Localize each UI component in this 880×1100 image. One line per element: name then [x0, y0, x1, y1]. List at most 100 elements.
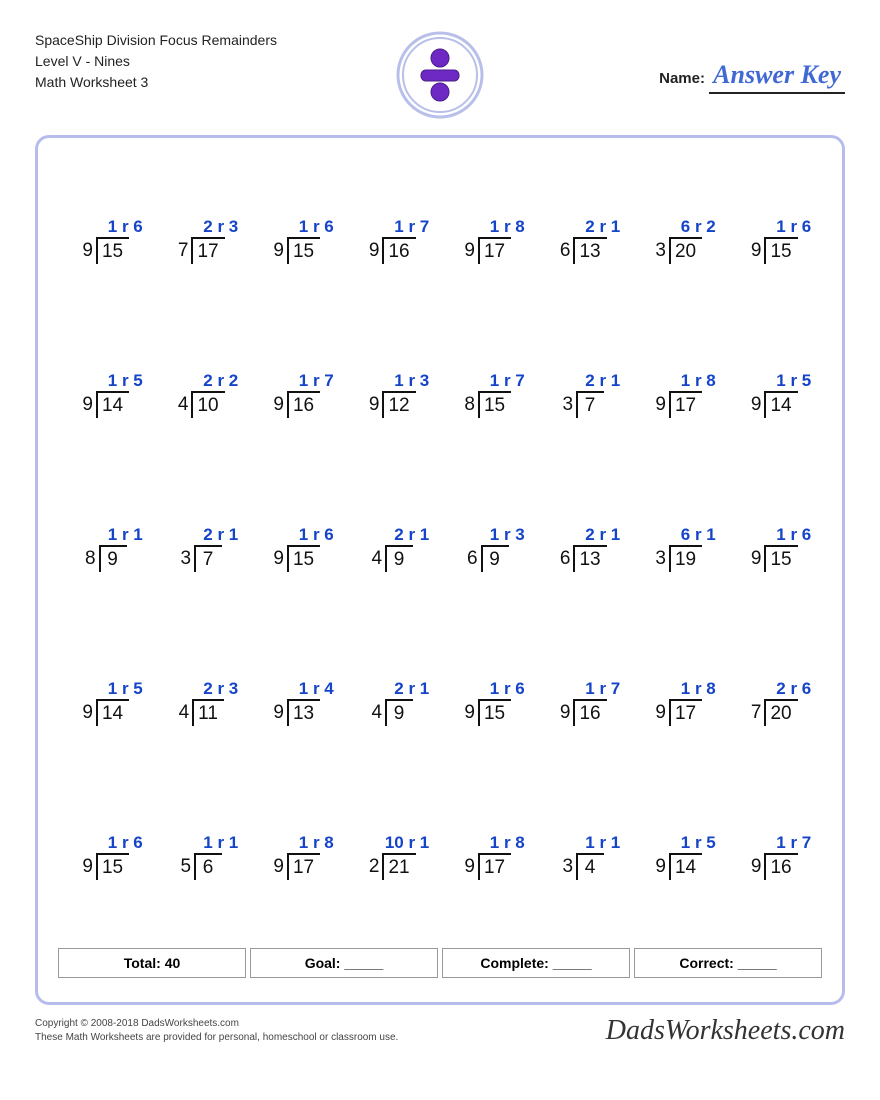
divisor: 7: [751, 699, 765, 724]
answer: 1 r 5: [640, 833, 718, 853]
copyright-line-1: Copyright © 2008-2018 DadsWorksheets.com: [35, 1017, 398, 1031]
division-row: 49: [371, 699, 413, 726]
title-line-3: Math Worksheet 3: [35, 72, 335, 93]
dividend: 16: [382, 237, 415, 264]
division-problem: 1 r 4913: [252, 679, 342, 726]
answer: 1 r 5: [735, 371, 813, 391]
divisor: 9: [751, 853, 765, 878]
divisor: 9: [82, 237, 96, 262]
divisor: 8: [464, 391, 478, 416]
division-row: 89: [85, 545, 127, 572]
copyright: Copyright © 2008-2018 DadsWorksheets.com…: [35, 1017, 398, 1045]
dividend: 21: [382, 853, 415, 880]
division-row: 613: [560, 545, 607, 572]
dividend: 17: [478, 853, 511, 880]
division-problem: 1 r 5914: [61, 679, 151, 726]
dividend: 17: [287, 853, 320, 880]
dividend: 14: [764, 391, 797, 418]
stats-row: Total: 40 Goal: _____ Complete: _____ Co…: [58, 948, 822, 978]
division-problem: 1 r 8917: [443, 217, 533, 264]
dividend: 20: [764, 699, 797, 726]
division-row: 411: [179, 699, 224, 726]
divisor: 9: [655, 853, 669, 878]
divisor: 9: [751, 391, 765, 416]
divisor: 3: [562, 853, 576, 878]
footer: Copyright © 2008-2018 DadsWorksheets.com…: [35, 1015, 845, 1047]
copyright-line-2: These Math Worksheets are provided for p…: [35, 1031, 398, 1045]
dividend: 6: [194, 853, 222, 880]
dividend: 7: [576, 391, 604, 418]
division-problem: 1 r 8917: [443, 833, 533, 880]
division-problem: 1 r 6915: [729, 525, 819, 572]
division-row: 37: [180, 545, 222, 572]
divisor: 3: [655, 237, 669, 262]
divisor: 6: [560, 545, 574, 570]
divisor: 9: [751, 237, 765, 262]
division-row: 916: [369, 237, 416, 264]
dividend: 7: [194, 545, 222, 572]
division-problem: 1 r 7916: [729, 833, 819, 880]
title-block: SpaceShip Division Focus Remainders Leve…: [35, 30, 335, 93]
division-problem: 2 r 1613: [538, 525, 628, 572]
dividend: 20: [669, 237, 702, 264]
answer: 1 r 1: [544, 833, 622, 853]
division-row: 34: [562, 853, 604, 880]
division-problem: 1 r 369: [443, 525, 533, 572]
brand-logo: DadsWorksheets.com: [606, 1015, 845, 1047]
answer: 1 r 8: [449, 217, 527, 237]
division-row: 915: [273, 545, 320, 572]
division-problem: 1 r 8917: [252, 833, 342, 880]
answer: 2 r 3: [162, 679, 240, 699]
divisor: 6: [467, 545, 481, 570]
title-line-1: SpaceShip Division Focus Remainders: [35, 30, 335, 51]
divisor: 4: [371, 545, 385, 570]
dividend: 12: [382, 391, 415, 418]
division-row: 37: [562, 391, 604, 418]
answer: 1 r 7: [544, 679, 622, 699]
division-row: 56: [180, 853, 222, 880]
division-problem: 2 r 137: [538, 371, 628, 418]
division-row: 717: [178, 237, 225, 264]
division-problem: 2 r 3717: [156, 217, 246, 264]
answer: 10 r 1: [353, 833, 431, 853]
dividend: 11: [192, 699, 224, 726]
division-problem: 1 r 6915: [729, 217, 819, 264]
answer: 2 r 1: [162, 525, 240, 545]
problem-grid: 1 r 69152 r 37171 r 69151 r 79161 r 8917…: [58, 163, 822, 933]
dividend: 15: [478, 391, 511, 418]
division-row: 49: [371, 545, 413, 572]
division-problem: 2 r 6720: [729, 679, 819, 726]
divisor: 9: [273, 545, 287, 570]
answer: 1 r 3: [353, 371, 431, 391]
dividend: 16: [764, 853, 797, 880]
dividend: 9: [385, 699, 413, 726]
dividend: 19: [669, 545, 702, 572]
answer: 1 r 1: [67, 525, 145, 545]
header: SpaceShip Division Focus Remainders Leve…: [35, 30, 845, 130]
divisor: 4: [179, 699, 193, 724]
dividend: 15: [287, 237, 320, 264]
divisor: 9: [273, 699, 287, 724]
dividend: 15: [96, 237, 129, 264]
divisor: 2: [369, 853, 383, 878]
dividend: 15: [287, 545, 320, 572]
answer: 1 r 7: [449, 371, 527, 391]
division-row: 916: [560, 699, 607, 726]
division-problem: 2 r 149: [347, 525, 437, 572]
division-problem: 2 r 149: [347, 679, 437, 726]
answer: 1 r 7: [735, 833, 813, 853]
divisor: 6: [560, 237, 574, 262]
divisor: 9: [655, 699, 669, 724]
division-problem: 1 r 7916: [538, 679, 628, 726]
divisor: 9: [369, 391, 383, 416]
answer: 1 r 6: [735, 217, 813, 237]
division-row: 917: [464, 237, 511, 264]
division-row: 915: [751, 545, 798, 572]
divisor: 3: [180, 545, 194, 570]
divisor: 9: [273, 853, 287, 878]
dividend: 17: [191, 237, 224, 264]
division-problem: 10 r 1221: [347, 833, 437, 880]
division-row: 913: [273, 699, 320, 726]
answer: 1 r 4: [258, 679, 336, 699]
division-row: 613: [560, 237, 607, 264]
